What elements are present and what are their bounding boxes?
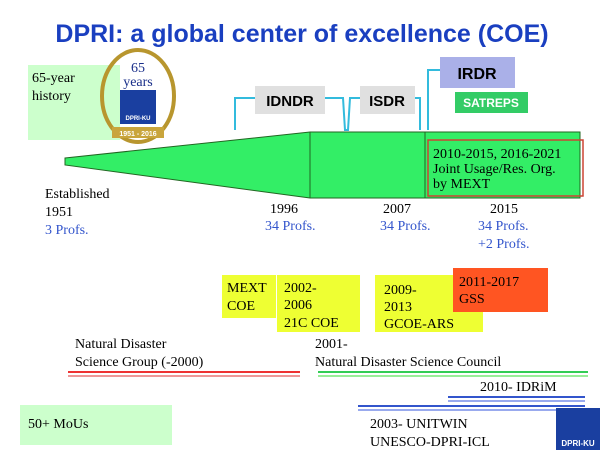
milestone: 1951 [45,205,73,220]
org-text: 2010- IDRiM [480,380,557,395]
satreps-box [455,92,528,113]
org-text: 2003- UNITWIN [370,417,468,432]
footer-logo [556,408,600,450]
coe-text: MEXT [227,281,267,296]
current-text: 2010-2015, 2016-2021 [433,147,561,162]
idndr-box [255,86,325,114]
org-text: Natural Disaster Science Council [315,355,501,370]
profs: 34 Profs. [380,219,431,234]
idndr: IDNDR [266,93,314,110]
profs: 34 Profs. [265,219,316,234]
coe-text: 21C COE [284,316,339,331]
isdr-box [360,86,415,114]
title: DPRI: a global center of excellence (COE… [55,20,548,48]
logo-years: 1951 - 2016 [119,131,156,138]
satreps: SATREPS [463,96,519,110]
org-text: UNESCO-DPRI-ICL [370,435,490,450]
logo-emblem [120,90,156,124]
milestone: 2007 [383,202,411,217]
milestone: 2015 [490,202,518,217]
coe-box [277,275,360,332]
current-text: Joint Usage/Res. Org. [433,162,556,177]
org-text: 2001- [315,337,348,352]
footer-logo-text: DPRI-KU [561,439,595,448]
logo-name: DPRI-KU [126,116,151,122]
coe-text: 2011-2017 [459,275,519,290]
milestone: 1996 [270,202,298,217]
anniversary-logo: 65 years DPRI-KU 1951 - 2016 [100,48,176,144]
current-box [427,139,584,197]
coe-text: GSS [459,292,485,307]
org-text: Science Group (-2000) [75,355,204,370]
coe-text: 2002- [284,281,317,296]
milestone: Established [45,187,110,202]
mous: 50+ MoUs [28,417,88,432]
irdr-box [440,57,515,88]
profs: 3 Profs. [45,223,89,238]
mous-box [20,405,172,445]
coe-text: COE [227,299,255,314]
current-text: by MEXT [433,177,491,192]
profs: +2 Profs. [478,237,529,252]
brackets [234,69,440,131]
coe-box [453,268,548,312]
coe-text: 2006 [284,298,312,313]
history-text: history [32,89,71,104]
logo-ribbon [112,127,164,138]
profs: 34 Profs. [478,219,529,234]
history-text: 65-year [32,71,75,86]
irdr: IRDR [457,66,497,83]
isdr: ISDR [369,93,405,110]
coe-text: 2009- [384,283,417,298]
coe-text: GCOE-ARS [384,317,454,332]
logo-word: years [123,75,153,90]
coe-box [222,275,276,318]
coe-text: 2013 [384,300,412,315]
logo-number: 65 [131,61,145,76]
org-text: Natural Disaster [75,337,167,352]
